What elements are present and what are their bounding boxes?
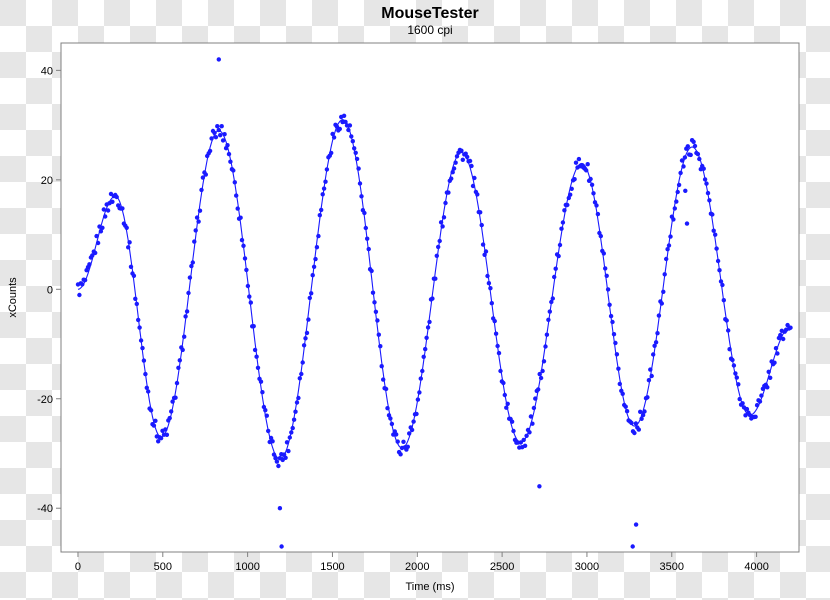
- svg-text:1000: 1000: [235, 561, 259, 573]
- svg-text:2500: 2500: [490, 561, 514, 573]
- svg-text:-40: -40: [37, 503, 53, 515]
- chart-subtitle: 1600 cpi: [407, 23, 452, 37]
- y-axis: -40 -20 0 20 40: [37, 65, 61, 515]
- svg-text:2000: 2000: [405, 561, 429, 573]
- mousetester-chart: -40 -20 0 20 40 0 500 1000 1500 2000 2500 3000 3500…: [0, 0, 830, 600]
- svg-text:0: 0: [75, 561, 81, 573]
- svg-text:0: 0: [47, 284, 53, 296]
- svg-text:40: 40: [41, 65, 53, 77]
- x-axis: 0 500 1000 1500 2000 2500 3000 3500 4000: [75, 552, 769, 573]
- svg-text:3000: 3000: [575, 561, 599, 573]
- svg-text:3500: 3500: [660, 561, 684, 573]
- x-axis-label: Time (ms): [405, 581, 454, 593]
- svg-text:1500: 1500: [320, 561, 344, 573]
- svg-text:4000: 4000: [744, 561, 768, 573]
- svg-text:20: 20: [41, 175, 53, 187]
- y-axis-label: xCounts: [7, 277, 19, 318]
- chart-title: MouseTester: [381, 5, 479, 22]
- svg-text:-20: -20: [37, 394, 53, 406]
- svg-text:500: 500: [154, 561, 172, 573]
